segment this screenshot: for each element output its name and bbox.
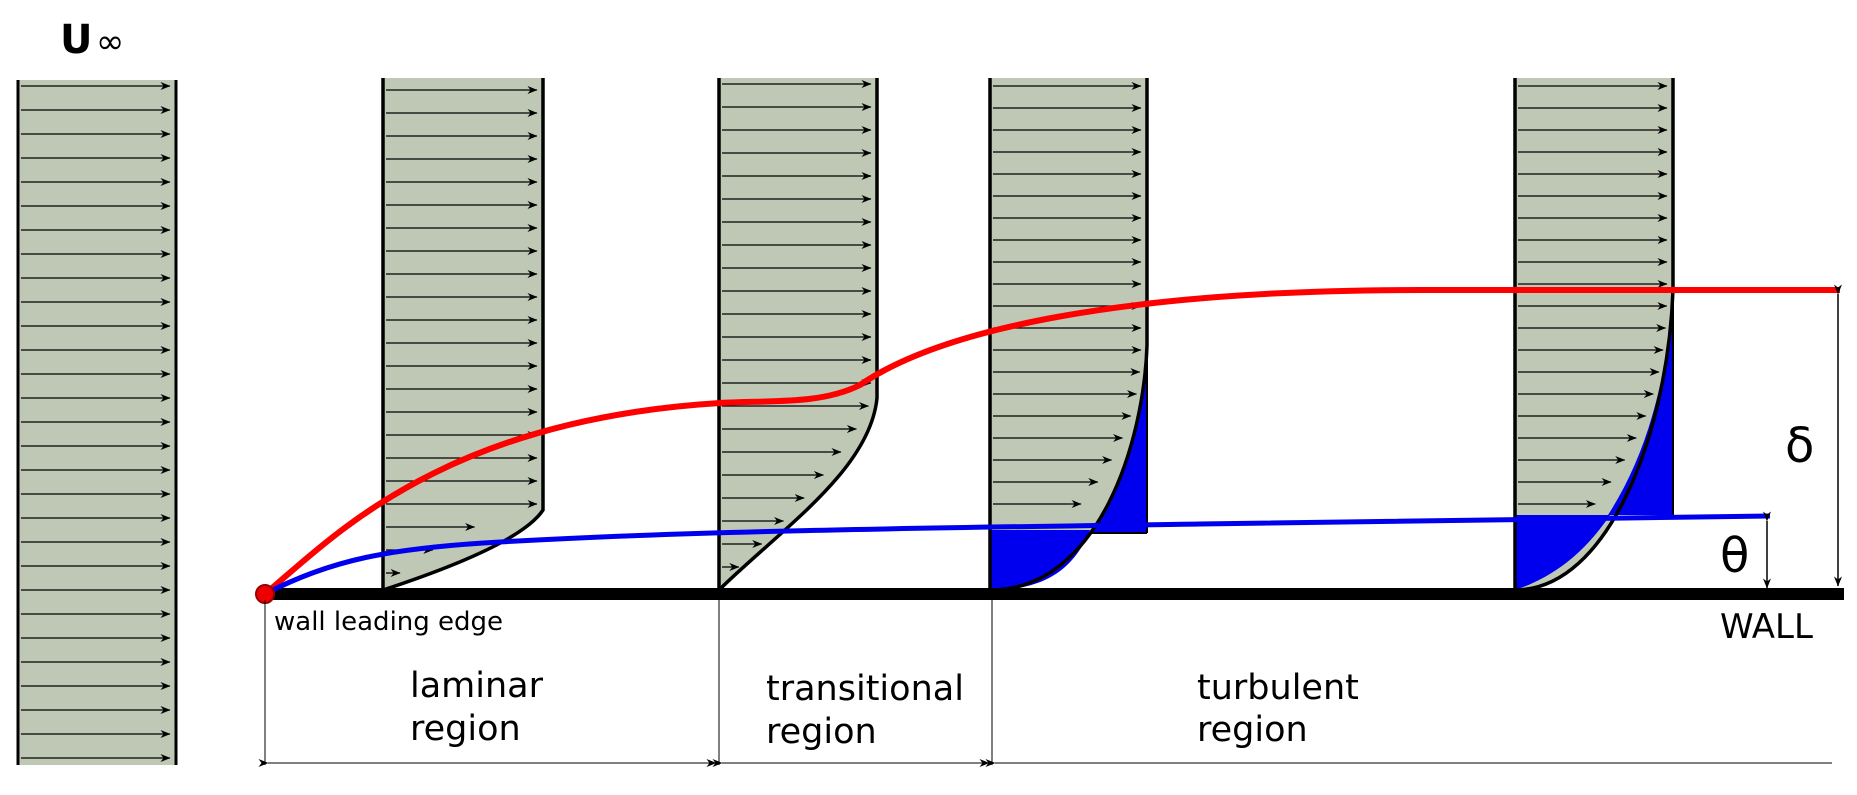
momentum-thickness-curve [263, 513, 1771, 597]
freestream-velocity-arrows [21, 82, 171, 762]
transitional-velocity-arrows [722, 80, 872, 571]
delta-label: δ [1785, 418, 1814, 474]
laminar-region-label-line1: laminar [410, 666, 544, 706]
theta-label: θ [1720, 528, 1749, 584]
region-dividers [258, 600, 1832, 767]
turbulent-region-label-line1: turbulent [1197, 668, 1359, 708]
turbulent-velocity-arrows-2 [1518, 82, 1668, 508]
boundary-layer-thickness-curve [263, 287, 1840, 597]
leading-edge-label: wall leading edge [274, 607, 503, 637]
laminar-region-label-line2: region [410, 709, 521, 749]
transitional-region-label-line1: transitional [766, 669, 964, 709]
turbulent-velocity-profile-1 [988, 78, 1149, 592]
transitional-region-label-line2: region [766, 712, 877, 752]
wall-label: WALL [1720, 607, 1813, 647]
laminar-velocity-profile [381, 78, 545, 592]
transitional-velocity-profile [717, 78, 879, 592]
infinity-subscript: ∞ [96, 22, 124, 62]
freestream-velocity-label: U [60, 17, 92, 63]
freestream-profile [16, 80, 178, 765]
turbulent-region-label-line2: region [1197, 710, 1308, 750]
turbulent-velocity-profile-2 [1513, 78, 1675, 592]
